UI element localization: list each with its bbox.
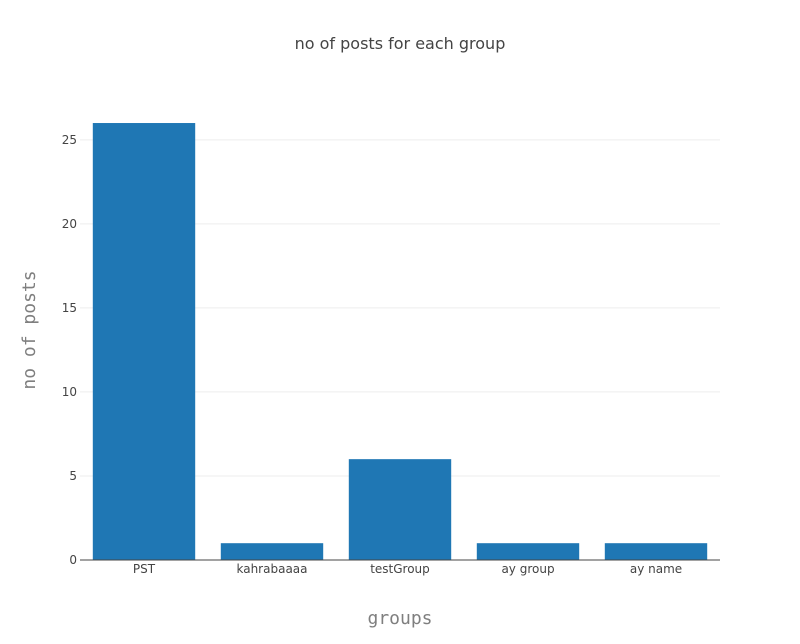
- y-tick-label: 10: [62, 385, 77, 399]
- y-tick-label: 15: [62, 301, 77, 315]
- y-tick-label: 0: [69, 553, 77, 567]
- y-tick-label: 5: [69, 469, 77, 483]
- bar-ay-name[interactable]: [604, 543, 708, 560]
- bar-ay-group[interactable]: [476, 543, 580, 560]
- bars-layer: [92, 123, 708, 560]
- y-tick-label: 20: [62, 217, 77, 231]
- y-tick-label: 25: [62, 133, 77, 147]
- bar-kahrabaaaa[interactable]: [220, 543, 324, 560]
- x-tick-labels: PST kahrabaaaa testGroup ay group ay name: [133, 562, 682, 576]
- x-tick-label: kahrabaaaa: [236, 562, 307, 576]
- y-axis-title: no of posts: [19, 270, 40, 389]
- chart-title: no of posts for each group: [295, 34, 506, 53]
- bar-pst[interactable]: [92, 123, 196, 560]
- x-tick-label: ay name: [630, 562, 682, 576]
- y-tick-labels: 0 5 10 15 20 25: [62, 133, 77, 567]
- x-tick-label: PST: [133, 562, 156, 576]
- x-tick-label: ay group: [501, 562, 554, 576]
- x-tick-label: testGroup: [370, 562, 430, 576]
- x-axis-title: groups: [367, 608, 432, 629]
- bar-testgroup[interactable]: [348, 459, 452, 560]
